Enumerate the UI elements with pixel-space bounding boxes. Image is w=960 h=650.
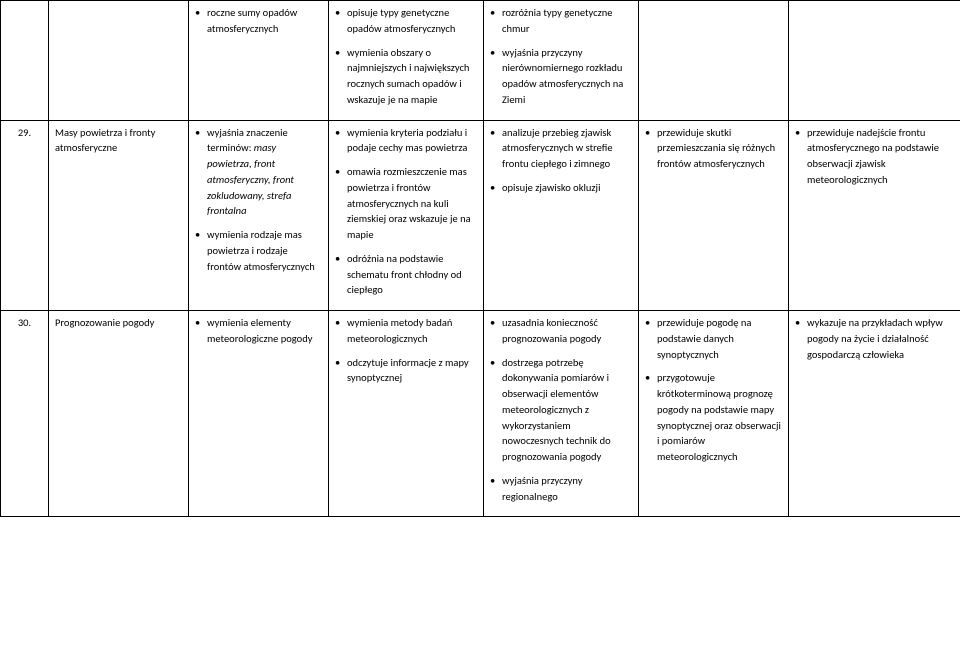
cell: przewiduje pogodę na podstawie danych sy… bbox=[639, 311, 789, 517]
cell: wykazuje na przykładach wpływ pogody na … bbox=[789, 311, 960, 517]
row-num: 30. bbox=[1, 311, 49, 517]
cell: opisuje typy genetyczne opadów atmosfery… bbox=[329, 1, 484, 121]
list-item: wymienia elementy meteorologiczne pogody bbox=[195, 315, 322, 347]
list-item: wymienia metody badań meteorologicznych bbox=[335, 315, 477, 347]
list-item: wymienia obszary o najmniejszych i najwi… bbox=[335, 45, 477, 108]
list-item: wyjaśnia przyczyny regionalnego bbox=[490, 473, 632, 505]
table-row: 30. Prognozowanie pogody wymienia elemen… bbox=[1, 311, 960, 517]
row-topic bbox=[49, 1, 189, 121]
list-item: rozróżnia typy genetyczne chmur bbox=[490, 5, 632, 37]
list-item: przewiduje pogodę na podstawie danych sy… bbox=[645, 315, 782, 362]
table-row: 29. Masy powietrza i fronty atmosferyczn… bbox=[1, 120, 960, 311]
cell: rozróżnia typy genetyczne chmur wyjaśnia… bbox=[484, 1, 639, 121]
cell: uzasadnia konieczność prognozowania pogo… bbox=[484, 311, 639, 517]
list-item: wykazuje na przykładach wpływ pogody na … bbox=[795, 315, 954, 362]
list-item: roczne sumy opadów atmosferycznych bbox=[195, 5, 322, 37]
list-item: odróżnia na podstawie schematu front chł… bbox=[335, 251, 477, 298]
cell: wymienia metody badań meteorologicznych … bbox=[329, 311, 484, 517]
cell: analizuje przebieg zjawisk atmosferyczny… bbox=[484, 120, 639, 311]
cell: roczne sumy opadów atmosferycznych bbox=[189, 1, 329, 121]
list-item: opisuje zjawisko okluzji bbox=[490, 180, 632, 196]
list-item: wymienia rodzaje mas powietrza i rodzaje… bbox=[195, 227, 322, 274]
row-num bbox=[1, 1, 49, 121]
list-item: uzasadnia konieczność prognozowania pogo… bbox=[490, 315, 632, 347]
list-item: dostrzega potrzebę dokonywania pomiarów … bbox=[490, 355, 632, 465]
cell: wymienia elementy meteorologiczne pogody bbox=[189, 311, 329, 517]
row-topic: Masy powietrza i fronty atmosferyczne bbox=[49, 120, 189, 311]
table-body: roczne sumy opadów atmosferycznych opisu… bbox=[1, 1, 960, 517]
list-item: omawia rozmieszczenie mas powietrza i fr… bbox=[335, 164, 477, 243]
list-item: przewiduje nadejście frontu atmosferyczn… bbox=[795, 125, 954, 188]
cell: przewiduje nadejście frontu atmosferyczn… bbox=[789, 120, 960, 311]
curriculum-table: roczne sumy opadów atmosferycznych opisu… bbox=[0, 0, 960, 517]
cell bbox=[789, 1, 960, 121]
row-num: 29. bbox=[1, 120, 49, 311]
row-topic: Prognozowanie pogody bbox=[49, 311, 189, 517]
list-item: przewiduje skutki przemieszczania się ró… bbox=[645, 125, 782, 172]
table-row: roczne sumy opadów atmosferycznych opisu… bbox=[1, 1, 960, 121]
cell: wyjaśnia znaczenie terminów: masy powiet… bbox=[189, 120, 329, 311]
list-item: wyjaśnia przyczyny nierównomiernego rozk… bbox=[490, 45, 632, 108]
list-item: wyjaśnia znaczenie terminów: masy powiet… bbox=[195, 125, 322, 220]
list-item: odczytuje informacje z mapy synoptycznej bbox=[335, 355, 477, 387]
list-item: opisuje typy genetyczne opadów atmosfery… bbox=[335, 5, 477, 37]
list-item: analizuje przebieg zjawisk atmosferyczny… bbox=[490, 125, 632, 172]
list-item: wymienia kryteria podziału i podaje cech… bbox=[335, 125, 477, 157]
list-item: przygotowuje krótkoterminową prognozę po… bbox=[645, 370, 782, 465]
cell: przewiduje skutki przemieszczania się ró… bbox=[639, 120, 789, 311]
cell: wymienia kryteria podziału i podaje cech… bbox=[329, 120, 484, 311]
cell bbox=[639, 1, 789, 121]
